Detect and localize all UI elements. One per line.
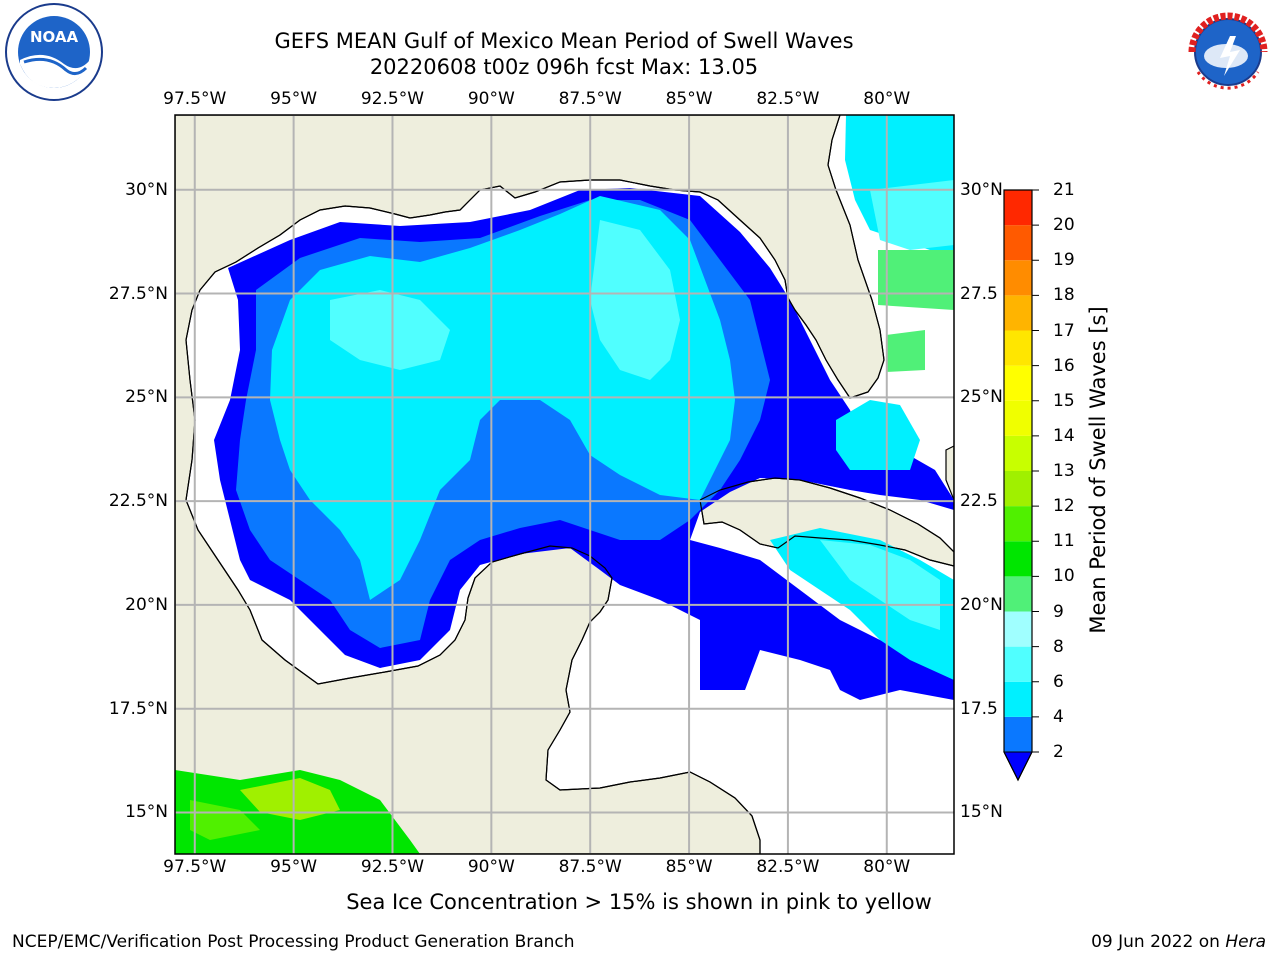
swell-pacific-3 bbox=[190, 800, 260, 840]
swell-straits bbox=[836, 400, 920, 470]
colorbar-swatch bbox=[1004, 365, 1032, 401]
lat-tick-label-right: 20°N bbox=[960, 594, 1003, 615]
swell-east-fl-4 bbox=[886, 330, 925, 372]
nws-logo bbox=[1181, 5, 1275, 99]
lon-tick-label-top: 90°W bbox=[467, 89, 515, 109]
colorbar-level-label: 4 bbox=[1053, 706, 1064, 727]
colorbar-level-label: 12 bbox=[1053, 496, 1075, 517]
lat-tick-label-left: 17.5°N bbox=[108, 698, 168, 719]
footer-branch: NCEP/EMC/Verification Post Processing Pr… bbox=[12, 932, 575, 952]
lat-tick-label-right: 30°N bbox=[960, 179, 1003, 200]
lon-tick-label-bottom: 92.5°W bbox=[360, 857, 425, 877]
lat-tick-label-left: 15°N bbox=[125, 802, 168, 823]
colorbar-level-label: 18 bbox=[1053, 285, 1075, 306]
colorbar-swatch bbox=[1004, 611, 1032, 647]
colorbar-level-label: 17 bbox=[1053, 320, 1075, 341]
lon-tick-label-top: 95°W bbox=[270, 89, 318, 109]
noaa-logo: NOAA bbox=[5, 3, 103, 101]
lat-tick-label-left: 25°N bbox=[125, 387, 168, 408]
chart-subtitle: 20220608 t00z 096h fcst Max: 13.05 bbox=[369, 55, 759, 79]
colorbar-frame bbox=[1003, 189, 1033, 782]
lat-tick-label-right: 22.5 bbox=[960, 491, 998, 512]
lon-tick-label-top: 97.5°W bbox=[163, 89, 227, 109]
lat-tick-label-left: 30°N bbox=[125, 179, 168, 200]
colorbar-swatch bbox=[1004, 225, 1032, 261]
lon-tick-label-top: 80°W bbox=[863, 89, 911, 109]
swell-caribbean-2 bbox=[820, 540, 940, 630]
sea-ice-note-text: Sea Ice Concentration > 15% is shown in … bbox=[346, 890, 932, 914]
sea-ice-note: Sea Ice Concentration > 15% is shown in … bbox=[0, 890, 1280, 914]
lon-tick-label-bottom: 80°W bbox=[863, 857, 911, 877]
lon-tick-label-top: 87.5°W bbox=[558, 89, 622, 109]
colorbar-level-label: 15 bbox=[1053, 390, 1075, 411]
colorbar bbox=[1003, 189, 1039, 782]
colorbar-extend-triangle bbox=[1003, 751, 1033, 782]
colorbar-level-label: 20 bbox=[1053, 215, 1075, 236]
colorbar-level-label: 21 bbox=[1053, 180, 1075, 200]
lat-tick-label-right: 15°N bbox=[960, 802, 1003, 823]
svg-text:NOAA: NOAA bbox=[30, 28, 79, 46]
lat-tick-label-right: 25°N bbox=[960, 387, 1003, 408]
colorbar-swatch bbox=[1004, 295, 1032, 331]
colorbar-level-label: 2 bbox=[1053, 742, 1064, 762]
colorbar-swatch bbox=[1004, 330, 1032, 366]
colorbar-swatch bbox=[1004, 646, 1032, 682]
lon-tick-label-bottom: 82.5°W bbox=[756, 857, 820, 877]
lon-tick-label-top: 92.5°W bbox=[360, 89, 425, 109]
map-gridlines bbox=[175, 115, 954, 854]
chart-title: GEFS MEAN Gulf of Mexico Mean Period of … bbox=[274, 29, 854, 53]
colorbar-swatch bbox=[1004, 576, 1032, 612]
lon-tick-label-bottom: 85°W bbox=[665, 857, 713, 877]
colorbar-level-label: 16 bbox=[1053, 355, 1075, 376]
footer-date-text: 09 Jun 2022 on bbox=[1091, 932, 1226, 952]
colorbar-swatch bbox=[1004, 260, 1032, 296]
swell-east-fl-2 bbox=[870, 180, 954, 250]
lat-tick-label-right: 27.5 bbox=[960, 283, 998, 304]
colorbar-level-label: 6 bbox=[1053, 671, 1064, 692]
colorbar-swatch bbox=[1004, 471, 1032, 507]
lon-tick-label-bottom: 97.5°W bbox=[163, 857, 227, 877]
coastline bbox=[185, 115, 885, 854]
cuba-coastline bbox=[699, 477, 954, 567]
lon-tick-label-bottom: 87.5°W bbox=[558, 857, 622, 877]
lon-tick-label-bottom: 90°W bbox=[467, 857, 515, 877]
lon-tick-label-top: 82.5°W bbox=[756, 89, 820, 109]
colorbar-level-label: 19 bbox=[1053, 250, 1075, 271]
colorbar-level-label: 10 bbox=[1053, 566, 1075, 587]
land-hispaniola bbox=[945, 445, 954, 501]
lon-tick-label-bottom: 95°W bbox=[270, 857, 318, 877]
colorbar-title: Mean Period of Swell Waves [s] bbox=[1086, 306, 1110, 634]
colorbar-swatch bbox=[1004, 506, 1032, 542]
swell-8-9 bbox=[590, 220, 680, 380]
colorbar-level-label: 14 bbox=[1053, 425, 1075, 446]
colorbar-swatch bbox=[1004, 400, 1032, 436]
colorbar-swatch bbox=[1004, 716, 1032, 752]
colorbar-level-label: 8 bbox=[1053, 636, 1064, 657]
colorbar-swatch bbox=[1004, 190, 1032, 226]
colorbar-level-label: 13 bbox=[1053, 461, 1075, 481]
map-frame bbox=[174, 114, 955, 855]
lat-tick-label-left: 22.5°N bbox=[108, 491, 168, 512]
footer-date: 09 Jun 2022 on Hera bbox=[1091, 932, 1266, 952]
lon-tick-label-top: 85°W bbox=[665, 89, 713, 109]
swell-east-fl-3 bbox=[878, 250, 954, 310]
colorbar-swatch bbox=[1004, 435, 1032, 471]
colorbar-swatch bbox=[1004, 541, 1032, 577]
swell-pacific-2 bbox=[240, 778, 340, 820]
colorbar-swatch bbox=[1004, 681, 1032, 717]
lat-tick-label-left: 20°N bbox=[125, 594, 168, 615]
swell-8-9-west bbox=[330, 290, 450, 370]
lat-tick-label-right: 17.5 bbox=[960, 698, 998, 719]
colorbar-level-label: 11 bbox=[1053, 531, 1075, 552]
footer-machine: Hera bbox=[1225, 932, 1266, 952]
lat-tick-label-left: 27.5°N bbox=[108, 283, 168, 304]
colorbar-level-label: 9 bbox=[1053, 601, 1064, 622]
